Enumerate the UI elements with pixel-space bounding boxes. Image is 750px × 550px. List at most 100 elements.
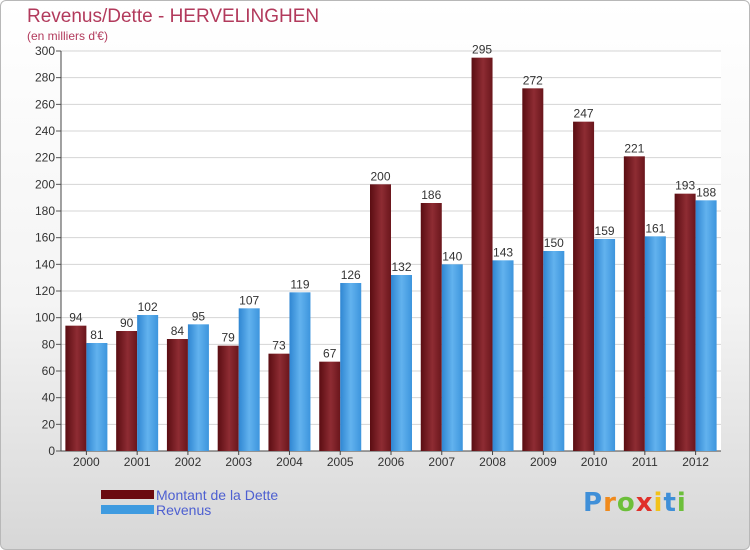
- chart-title: Revenus/Dette - HERVELINGHEN: [27, 6, 320, 27]
- bar-debt-2006: [370, 184, 391, 452]
- x-tick-label-2001: 2001: [124, 455, 151, 469]
- y-tick-label: 20: [42, 417, 56, 431]
- bar-debt-2002: [166, 339, 188, 451]
- legend-item-revenus: Revenus: [101, 501, 278, 518]
- data-label-revenus-2007: 140: [442, 249, 462, 263]
- bar-revenus-2009: [543, 251, 565, 451]
- data-label-debt-2012: 193: [675, 179, 695, 193]
- bar-debt-2000: [65, 325, 87, 451]
- bar-revenus-2007: [441, 264, 463, 451]
- data-label-debt-2009: 272: [523, 73, 543, 87]
- bar-debt-2012: [674, 193, 696, 451]
- y-tick-label: 120: [35, 284, 55, 298]
- y-tick-label: 180: [35, 204, 55, 218]
- x-tick-label-2000: 2000: [73, 455, 100, 469]
- x-tick-label-2004: 2004: [276, 455, 303, 469]
- y-tick-label: 0: [48, 444, 55, 458]
- legend-label-revenus: Revenus: [156, 501, 212, 518]
- data-label-debt-2006: 200: [370, 169, 390, 183]
- y-tick-label: 300: [35, 44, 55, 58]
- y-tick-label: 140: [35, 257, 55, 271]
- data-label-debt-2008: 295: [472, 43, 492, 57]
- data-label-debt-2007: 186: [421, 188, 441, 202]
- data-label-debt-2000: 94: [69, 311, 83, 325]
- bar-debt-2007: [420, 203, 442, 451]
- data-label-revenus-2000: 81: [90, 328, 104, 342]
- bar-revenus-2010: [594, 239, 616, 451]
- bar-revenus-2005: [340, 283, 362, 451]
- x-tick-label-2011: 2011: [632, 455, 658, 469]
- data-label-revenus-2006: 132: [391, 260, 411, 274]
- y-tick-label: 60: [42, 364, 56, 378]
- bar-revenus-2011: [644, 236, 666, 451]
- y-tick-label: 200: [35, 177, 55, 191]
- data-label-revenus-2010: 159: [595, 224, 615, 238]
- bar-revenus-2000: [86, 343, 108, 451]
- data-labels: 94 81 90 102 84 95 79 107 73 119 67 126 200 132 186 140…: [69, 43, 716, 361]
- bar-revenus-2012: [695, 200, 717, 451]
- bar-debt-2008: [471, 57, 493, 452]
- data-label-debt-2003: 79: [222, 331, 236, 345]
- data-label-revenus-2004: 119: [290, 277, 309, 291]
- x-tick-label-2005: 2005: [327, 455, 354, 469]
- data-label-debt-2002: 84: [171, 324, 185, 338]
- x-tick-label-2003: 2003: [225, 455, 252, 469]
- x-tick-label-2002: 2002: [175, 455, 202, 469]
- logo-letter: r: [603, 488, 617, 518]
- y-tick-label: 40: [42, 391, 56, 405]
- logo-letter: t: [663, 488, 677, 518]
- bar-revenus-2002: [187, 324, 209, 451]
- bar-debt-2001: [116, 331, 138, 451]
- bar-debt-2010: [573, 121, 595, 452]
- bar-revenus-2006: [391, 275, 412, 451]
- bar-debt-2005: [319, 361, 341, 451]
- proxiti-logo: Proxiti: [583, 488, 687, 518]
- legend-swatch-revenus: [101, 505, 154, 514]
- bar-debt-2004: [268, 353, 290, 451]
- legend-swatch-debt: [101, 490, 154, 499]
- data-label-revenus-2012: 188: [696, 185, 716, 199]
- x-tick-label-2009: 2009: [530, 455, 557, 469]
- bar-revenus-2001: [137, 315, 159, 451]
- bar-debt-2009: [522, 88, 544, 451]
- x-tick-label-2008: 2008: [479, 455, 506, 469]
- y-tick-label: 220: [35, 151, 55, 165]
- logo-letter: i: [653, 488, 664, 518]
- data-label-revenus-2009: 150: [544, 236, 564, 250]
- logo-letter: P: [583, 488, 604, 518]
- y-tick-label: 280: [35, 71, 55, 85]
- bar-debt-2011: [623, 156, 645, 452]
- logo-letter: x: [635, 488, 654, 518]
- legend: Montant de la Dette Revenus: [101, 486, 279, 518]
- data-label-debt-2010: 247: [574, 107, 594, 121]
- y-tick-label: 80: [42, 337, 56, 351]
- y-tick-label: 100: [35, 311, 55, 325]
- data-label-debt-2004: 73: [272, 339, 286, 353]
- y-tick-label: 260: [35, 97, 55, 111]
- x-tick-label-2010: 2010: [581, 455, 608, 469]
- data-label-debt-2011: 221: [624, 141, 644, 155]
- logo-letter: i: [676, 488, 687, 518]
- data-label-revenus-2001: 102: [138, 300, 158, 314]
- bar-revenus-2008: [492, 260, 514, 451]
- bar-revenus-2004: [289, 292, 311, 451]
- data-label-revenus-2005: 126: [341, 268, 361, 282]
- legend-label-debt: Montant de la Dette: [156, 486, 279, 503]
- bars: [65, 57, 717, 452]
- data-label-revenus-2008: 143: [493, 245, 513, 259]
- y-tick-label: 240: [35, 124, 55, 138]
- logo-letter: o: [616, 488, 636, 518]
- data-label-debt-2005: 67: [323, 347, 337, 361]
- bar-revenus-2003: [238, 308, 260, 451]
- data-label-revenus-2002: 95: [192, 309, 206, 323]
- bar-debt-2003: [217, 345, 239, 451]
- data-label-revenus-2011: 161: [645, 221, 665, 235]
- chart-subtitle: (en milliers d'€): [27, 29, 108, 43]
- legend-item-debt: Montant de la Dette: [101, 486, 279, 503]
- y-tick-label: 160: [35, 231, 55, 245]
- x-tick-label-2007: 2007: [428, 455, 455, 469]
- data-label-revenus-2003: 107: [239, 293, 259, 307]
- x-tick-label-2006: 2006: [378, 455, 405, 469]
